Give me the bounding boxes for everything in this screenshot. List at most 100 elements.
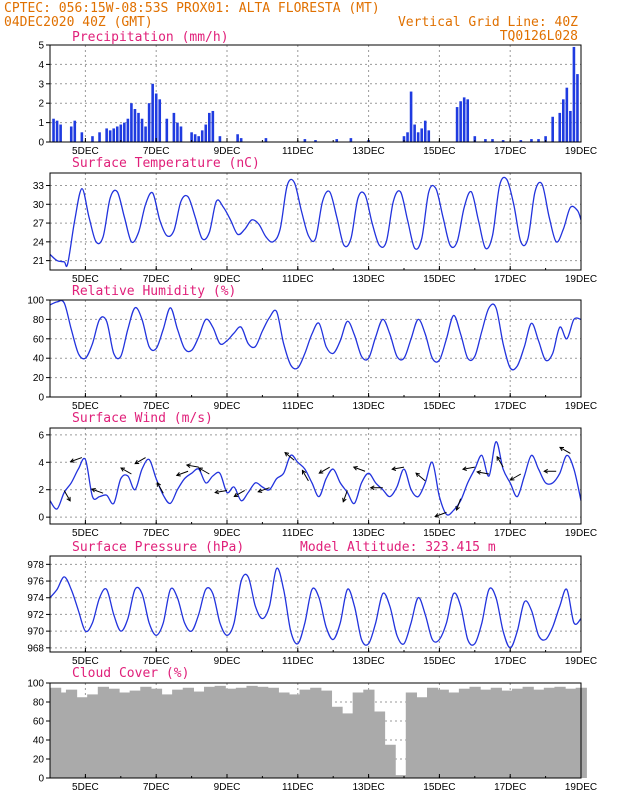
cloud-cover-column [214, 685, 226, 778]
precipitation-bar [165, 118, 169, 142]
precipitation-xtick-label: 15DEC [423, 146, 455, 157]
precipitation-bar [544, 136, 547, 142]
precipitation-bar [112, 128, 116, 142]
precipitation-ytick-label: 5 [38, 41, 44, 52]
wind-title: Surface Wind (m/s) [72, 411, 213, 426]
precipitation-bar [303, 139, 307, 142]
cloud-cover-column [416, 697, 428, 778]
precipitation-bar [462, 97, 466, 142]
temperature-ytick-label: 33 [33, 181, 45, 192]
wind-vector-head [69, 458, 75, 463]
humidity-xtick-label: 13DEC [352, 401, 384, 412]
wind-vector [186, 464, 199, 468]
cloud-cover-column [373, 711, 386, 778]
cloud-cover-column [320, 690, 333, 778]
humidity-xtick-label: 9DEC [214, 401, 241, 412]
precipitation-xtick-label: 9DEC [214, 146, 241, 157]
cloud-cover-column [427, 687, 439, 778]
precipitation-bar [130, 103, 133, 142]
precipitation-bar [576, 74, 579, 142]
precipitation-bar [473, 136, 477, 142]
temperature-ytick-label: 24 [33, 237, 45, 248]
wind-vector [198, 467, 210, 475]
cloud-cover-column [246, 685, 258, 778]
wind-vector-head [415, 472, 421, 478]
temperature-xtick-label: 17DEC [494, 274, 526, 285]
wind-xtick-label: 7DEC [143, 528, 170, 539]
pressure-ytick-label: 970 [27, 627, 44, 638]
wind-vector-head [301, 469, 307, 475]
wind-vector-head [496, 455, 501, 461]
precipitation-bar [569, 110, 572, 142]
precipitation-bar [562, 99, 565, 142]
precipitation-bar [565, 87, 569, 142]
precipitation-bar [193, 134, 197, 142]
wind-xtick-label: 13DEC [352, 528, 384, 539]
cloud-cover-ytick-label: 20 [33, 755, 45, 766]
precipitation-bar [105, 128, 108, 142]
precipitation-bar [176, 122, 179, 142]
pressure-xtick-label: 5DEC [72, 656, 99, 667]
pressure-frame [49, 555, 582, 653]
cloud-cover-panel: Cloud Cover (%) 5DEC 7DEC 9DEC 11DEC 13DEC 15… [27, 666, 597, 793]
precipitation-bar [537, 139, 540, 142]
precipitation-bar [402, 136, 406, 142]
wind-xtick-label: 5DEC [72, 528, 99, 539]
header-grid-note: Vertical Grid Line: 40Z [398, 15, 578, 30]
wind-vector [156, 482, 164, 494]
wind-ytick-label: 6 [38, 430, 44, 441]
wind-ytick-label: 2 [38, 485, 44, 496]
cloud-cover-column [119, 692, 131, 778]
cloud-cover-column [384, 744, 396, 778]
precipitation-bar [406, 132, 409, 142]
header: CPTEC: 056:15W-08:53S PROX01: ALTA FLORE… [4, 1, 578, 44]
precipitation-bar [98, 132, 101, 142]
cloud-cover-frame [49, 682, 582, 779]
precipitation-bar [52, 118, 55, 142]
cloud-cover-ytick-label: 40 [33, 736, 45, 747]
precipitation-bar [501, 140, 505, 142]
wind-vector-head [455, 505, 460, 511]
wind-ytick-label: 0 [38, 513, 44, 524]
wind-vector-head [352, 466, 358, 471]
precipitation-bar [459, 101, 462, 142]
temperature-xtick-label: 5DEC [72, 274, 99, 285]
precipitation-bar [133, 109, 137, 142]
wind-xtick-label: 11DEC [282, 528, 314, 539]
wind-xtick-label: 15DEC [423, 528, 455, 539]
precipitation-bar [190, 132, 193, 142]
cloud-cover-column [140, 686, 152, 778]
humidity-series-line [49, 299, 582, 371]
precipitation-bar [144, 126, 147, 142]
wind-vector-head [120, 467, 126, 472]
cloud-cover-xtick-label: 9DEC [214, 782, 241, 793]
precipitation-bar [335, 139, 339, 142]
precipitation-ytick-label: 3 [38, 79, 44, 90]
precipitation-xtick-label: 17DEC [494, 146, 526, 157]
wind-vector [134, 457, 146, 464]
humidity-xtick-label: 15DEC [423, 401, 455, 412]
precipitation-bar [80, 132, 84, 142]
cloud-cover-xtick-label: 11DEC [282, 782, 314, 793]
humidity-ytick-label: 20 [33, 373, 45, 384]
temperature-xtick-label: 11DEC [282, 274, 314, 285]
precipitation-bar [91, 136, 94, 142]
cloud-cover-column [267, 687, 279, 778]
precipitation-bar [154, 93, 158, 142]
precipitation-bar [427, 130, 431, 142]
wind-vector [301, 470, 309, 482]
precipitation-ytick-label: 1 [38, 118, 44, 129]
wind-vector-head [318, 469, 324, 474]
wind-vector-head [214, 489, 220, 495]
cloud-cover-column [448, 692, 460, 778]
precipitation-bar [466, 99, 470, 142]
cloud-cover-column [395, 775, 407, 778]
precipitation-bar [551, 116, 554, 142]
cloud-cover-column [65, 689, 78, 778]
cloud-cover-xtick-label: 15DEC [423, 782, 455, 793]
cloud-cover-column [533, 689, 545, 778]
precipitation-bar [519, 140, 523, 142]
temperature-xtick-label: 9DEC [214, 274, 241, 285]
precipitation-bar [558, 112, 562, 142]
humidity-xtick-label: 19DEC [565, 401, 597, 412]
